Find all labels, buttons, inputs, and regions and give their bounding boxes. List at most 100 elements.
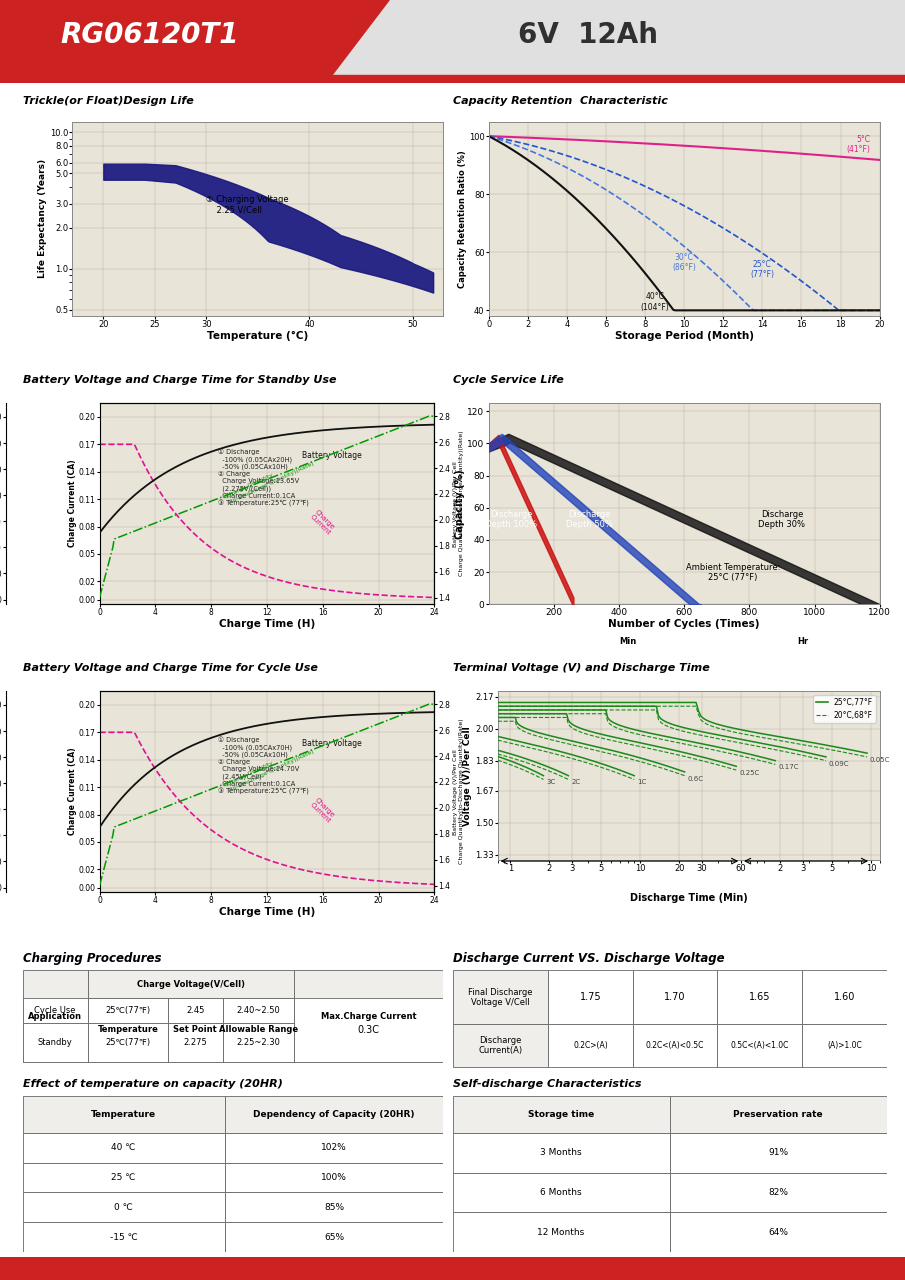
Bar [294, 998, 443, 1062]
Bar [224, 1096, 443, 1133]
Text: Charge Quantity
(to-Discharge Quantity)(Rate): Charge Quantity (to-Discharge Quantity)(… [225, 456, 315, 504]
Bar [670, 1212, 887, 1252]
Text: 0.6C: 0.6C [687, 776, 703, 782]
Text: Battery Voltage and Charge Time for Standby Use: Battery Voltage and Charge Time for Stan… [23, 375, 336, 385]
Bar [718, 970, 802, 1024]
Text: 2.40~2.50: 2.40~2.50 [236, 1006, 281, 1015]
Text: 65%: 65% [324, 1233, 344, 1242]
Bar [23, 970, 88, 1062]
Text: 2.45: 2.45 [186, 1006, 205, 1015]
Text: Temperature: Temperature [91, 1110, 157, 1119]
Text: Storage time: Storage time [528, 1110, 595, 1119]
Bar [223, 998, 294, 1024]
Text: 91%: 91% [768, 1148, 788, 1157]
Text: 25℃(77℉): 25℃(77℉) [105, 1038, 150, 1047]
Text: Temperature: Temperature [98, 1025, 158, 1034]
Text: Allowable Range: Allowable Range [219, 1025, 298, 1034]
Bar [0, 74, 905, 83]
Bar [452, 1133, 670, 1172]
Text: 102%: 102% [321, 1143, 347, 1152]
Text: RG06120T1: RG06120T1 [60, 20, 239, 49]
Text: 25 ℃: 25 ℃ [111, 1174, 136, 1183]
Text: 0.25C: 0.25C [739, 771, 759, 776]
Bar [670, 1133, 887, 1172]
Bar [88, 998, 167, 1062]
Y-axis label: Voltage (V)/Per Cell: Voltage (V)/Per Cell [463, 726, 472, 826]
Text: 40°C
(104°F): 40°C (104°F) [641, 292, 669, 312]
Text: Effect of temperature on capacity (20HR): Effect of temperature on capacity (20HR) [23, 1079, 282, 1089]
Bar [23, 1162, 224, 1193]
Text: Charge
Current: Charge Current [309, 797, 337, 824]
Bar [167, 1024, 223, 1062]
Bar [802, 970, 887, 1024]
Text: Final Discharge
Voltage V/Cell: Final Discharge Voltage V/Cell [468, 988, 532, 1007]
Text: Discharge
Depth 30%: Discharge Depth 30% [758, 509, 805, 529]
Text: 2C: 2C [571, 780, 580, 786]
Text: Application: Application [28, 1011, 82, 1020]
Bar [452, 970, 548, 1024]
Bar [23, 1193, 224, 1222]
Text: 12 Months: 12 Months [538, 1228, 585, 1236]
Legend: 25°C,77°F, 20°C,68°F: 25°C,77°F, 20°C,68°F [813, 695, 876, 723]
Text: 100%: 100% [321, 1174, 347, 1183]
Polygon shape [0, 0, 389, 83]
Bar [23, 1133, 224, 1162]
Bar [88, 998, 167, 1024]
X-axis label: Storage Period (Month): Storage Period (Month) [614, 330, 754, 340]
Text: 1.70: 1.70 [664, 992, 686, 1002]
Text: ① Discharge
  -100% (0.05CAx70H)
  -50% (0.05CAx10H)
② Charge
  Charge Voltage:1: ① Discharge -100% (0.05CAx70H) -50% (0.0… [218, 737, 309, 795]
Bar [23, 1024, 88, 1062]
Text: 3 Months: 3 Months [540, 1148, 582, 1157]
Bar [633, 1024, 718, 1066]
Text: 5°C
(41°F): 5°C (41°F) [846, 134, 870, 154]
Text: Ambient Temperature:
25°C (77°F): Ambient Temperature: 25°C (77°F) [686, 563, 780, 582]
Text: 0.5C<(A)<1.0C: 0.5C<(A)<1.0C [730, 1041, 789, 1050]
Bar [23, 1222, 224, 1252]
Y-axis label: Life Expectancy (Years): Life Expectancy (Years) [38, 159, 47, 279]
Bar [88, 1024, 167, 1062]
X-axis label: Charge Time (H): Charge Time (H) [219, 906, 315, 916]
Text: 0.17C: 0.17C [778, 764, 798, 771]
Bar [23, 1096, 224, 1133]
Text: ① Discharge
  -100% (0.05CAx20H)
  -50% (0.05CAx10H)
② Charge
  Charge Voltage:1: ① Discharge -100% (0.05CAx20H) -50% (0.0… [218, 449, 309, 507]
Text: Discharge Current VS. Discharge Voltage: Discharge Current VS. Discharge Voltage [452, 952, 724, 965]
Y-axis label: Charge Current (CA): Charge Current (CA) [68, 460, 77, 548]
Text: Battery Voltage: Battery Voltage [302, 739, 362, 748]
Bar [224, 1193, 443, 1222]
Bar [452, 1212, 670, 1252]
Text: Dependency of Capacity (20HR): Dependency of Capacity (20HR) [253, 1110, 414, 1119]
Bar [23, 998, 88, 1024]
Bar [223, 998, 294, 1062]
Y-axis label: Charge Current (CA): Charge Current (CA) [68, 748, 77, 836]
Text: Discharge
Current(A): Discharge Current(A) [478, 1036, 522, 1055]
Text: 0 ℃: 0 ℃ [114, 1203, 133, 1212]
Text: Charge
Current: Charge Current [309, 509, 337, 536]
Text: Discharge
Depth 50%: Discharge Depth 50% [567, 509, 613, 529]
Bar [670, 1172, 887, 1212]
Text: 30°C
(86°F): 30°C (86°F) [672, 253, 696, 273]
Text: Charging Procedures: Charging Procedures [23, 952, 161, 965]
Text: 3C: 3C [547, 780, 556, 786]
X-axis label: Discharge Time (Min): Discharge Time (Min) [630, 892, 748, 902]
Bar [224, 1222, 443, 1252]
Y-axis label: Battery Voltage (V)/Per Cell
Charge Quantity(to-Discharge Quantity)(Rate): Battery Voltage (V)/Per Cell Charge Quan… [453, 719, 464, 864]
Text: Min: Min [619, 637, 636, 646]
X-axis label: Temperature (°C): Temperature (°C) [207, 330, 309, 340]
Text: 1C: 1C [637, 780, 646, 786]
Text: Set Point: Set Point [173, 1025, 217, 1034]
Bar [548, 1024, 633, 1066]
Text: Standby: Standby [38, 1038, 72, 1047]
Y-axis label: Capacity (%): Capacity (%) [454, 468, 464, 539]
Text: 2.25~2.30: 2.25~2.30 [236, 1038, 281, 1047]
Bar [548, 970, 633, 1024]
Text: Charge Voltage(V/Cell): Charge Voltage(V/Cell) [137, 979, 245, 988]
Y-axis label: Battery Voltage (V)/Per Cell
Charge Quantity(to-Discharge Quantity)(Rate): Battery Voltage (V)/Per Cell Charge Quan… [453, 431, 464, 576]
Bar [452, 1172, 670, 1212]
Text: -15 ℃: -15 ℃ [110, 1233, 138, 1242]
Text: Max.Charge Current: Max.Charge Current [321, 1011, 416, 1020]
Text: Battery Voltage: Battery Voltage [302, 451, 362, 460]
Text: (A)>1.0C: (A)>1.0C [827, 1041, 862, 1050]
Text: 1.60: 1.60 [834, 992, 855, 1002]
Bar [718, 1024, 802, 1066]
Text: Terminal Voltage (V) and Discharge Time: Terminal Voltage (V) and Discharge Time [452, 663, 710, 673]
